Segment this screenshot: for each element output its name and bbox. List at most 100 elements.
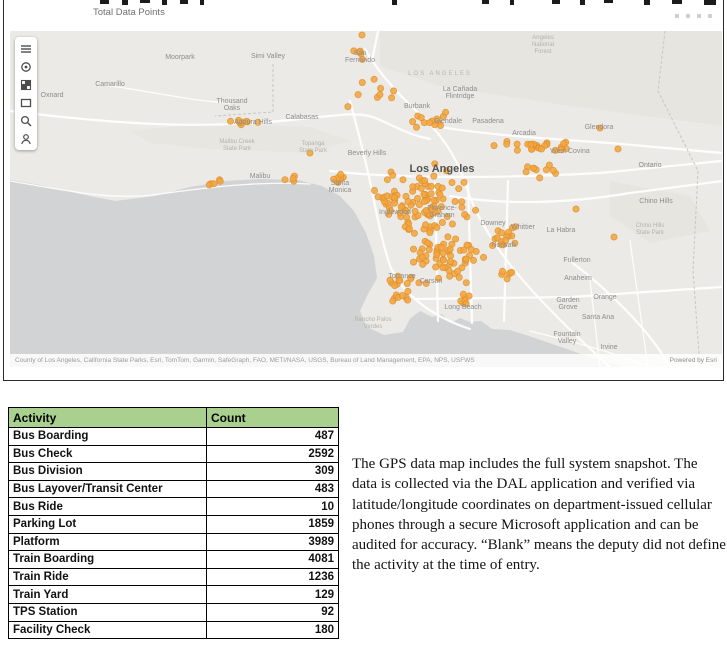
count-cell: 92	[206, 602, 339, 622]
count-cell: 487	[206, 427, 339, 446]
map-place-label: Camarillo	[95, 81, 125, 88]
widget-header-icon[interactable]	[686, 14, 690, 18]
map-place-label: Beverly Hills	[348, 150, 387, 157]
map-basemap: Moorpark Simi Valley Camarillo Oxnard Thousa…	[10, 31, 722, 367]
count-cell: 10	[206, 497, 339, 516]
map-place-label: Chino Hills State Park	[636, 223, 665, 236]
widget-header-icon[interactable]	[697, 14, 701, 18]
map-place-label: Torrance	[388, 273, 415, 280]
map-place-label: Anaheim	[564, 275, 592, 282]
map-place-label: Malibu	[250, 173, 271, 180]
map-place-label: Burbank	[404, 103, 431, 110]
map-place-label: Angeles National Forest	[532, 35, 554, 55]
table-row: Bus Layover/Transit Center 483	[8, 479, 339, 499]
count-cell: 309	[206, 462, 339, 481]
map-place-label: Irvine	[600, 344, 617, 351]
map-place-label: Simi Valley	[251, 53, 286, 60]
attribution-text: County of Los Angeles, California State …	[15, 357, 475, 364]
map-place-label: La Cañada Flintridge	[443, 86, 477, 100]
activity-cell: Parking Lot	[8, 514, 207, 534]
map-place-label: Rancho Palos Verdes	[354, 317, 391, 330]
map-place-label: Whittier	[511, 224, 535, 231]
map-place-label: Moorpark	[165, 54, 195, 61]
map-place-label: Agoura Hills	[234, 119, 272, 126]
table-row: Bus Division 309	[8, 462, 339, 481]
count-cell: 2592	[206, 444, 339, 464]
map-place-label: Long Beach	[444, 304, 481, 311]
map-place-label: Fountain Valley	[553, 331, 580, 345]
map-place-label: Carson	[420, 278, 443, 285]
table-header-row: Activity Count	[8, 407, 339, 428]
roads	[10, 31, 722, 367]
activity-header: Activity	[8, 407, 207, 428]
map-place-label: Los Angeles	[410, 163, 475, 175]
ocean	[10, 179, 621, 367]
map-toolbar	[15, 37, 37, 150]
count-cell: 129	[206, 585, 339, 604]
map-place-label: Calabasas	[285, 114, 319, 121]
widget-title: Total Data Points	[93, 7, 165, 18]
map-place-label: Pasadena	[472, 118, 504, 125]
gps-data-map[interactable]: Moorpark Simi Valley Camarillo Oxnard Thousa…	[10, 31, 722, 367]
menu-icon[interactable]	[18, 41, 34, 56]
map-place-label: Orange	[593, 294, 616, 301]
map-place-label: Santa Ana	[582, 314, 614, 321]
activity-cell: Bus Division	[8, 462, 207, 481]
count-cell: 180	[206, 620, 339, 640]
count-cell: 3989	[206, 532, 339, 552]
activity-cell: Train Ride	[8, 567, 207, 587]
person-icon[interactable]	[18, 131, 34, 146]
count-header: Count	[206, 407, 339, 428]
map-place-label: Inglewood	[379, 209, 411, 216]
map-place-label: Norwalk	[491, 242, 517, 249]
gps-data-points	[205, 31, 622, 308]
county-boundary	[214, 31, 701, 367]
widget-header-icons	[675, 14, 712, 18]
table-row: TPS Station 92	[8, 602, 339, 622]
basemap-icon[interactable]	[18, 59, 34, 74]
layers-grid-icon[interactable]	[18, 77, 34, 92]
map-place-label: West Covina	[550, 148, 590, 155]
activity-cell: Bus Layover/Transit Center	[8, 479, 207, 499]
count-cell: 4081	[206, 550, 339, 569]
map-place-label: LOS ANGELES	[408, 71, 472, 77]
activity-cell: Train Yard	[8, 585, 207, 604]
activity-cell: Bus Boarding	[8, 427, 207, 446]
table-row: Train Yard 129	[8, 585, 339, 604]
table-row: Bus Check 2592	[8, 444, 339, 464]
table-row: Parking Lot 1859	[8, 514, 339, 534]
clipped-heading-fragments	[100, 0, 716, 5]
search-icon[interactable]	[18, 113, 34, 128]
map-place-label: Glendale	[434, 118, 462, 125]
map-place-label: Malibu Creek State Park	[219, 139, 255, 152]
activity-cell: Train Boarding	[8, 550, 207, 569]
map-labels: Moorpark Simi Valley Camarillo Oxnard Thousa…	[41, 35, 674, 351]
activity-cell: Bus Check	[8, 444, 207, 464]
table-row: Train Boarding 4081	[8, 550, 339, 569]
activity-cell: TPS Station	[8, 602, 207, 622]
map-attribution-bar: County of Los Angeles, California State …	[10, 354, 722, 367]
powered-by-esri-link[interactable]: Powered by Esri	[669, 357, 717, 364]
map-place-label: Oxnard	[41, 92, 64, 99]
map-place-label: San Fernando	[345, 50, 375, 64]
table-row: Bus Boarding 487	[8, 427, 339, 446]
widget-header-icon[interactable]	[675, 14, 679, 18]
table-row: Bus Ride 10	[8, 497, 339, 516]
map-widget-frame: Total Data Points	[3, 0, 724, 381]
count-cell: 1236	[206, 567, 339, 587]
map-place-label: Garden Grove	[556, 297, 579, 311]
extent-icon[interactable]	[18, 95, 34, 110]
map-place-label: Arcadia	[512, 130, 536, 137]
map-place-label: Ontario	[639, 162, 662, 169]
table-row: Train Ride 1236	[8, 567, 339, 587]
map-place-label: Fullerton	[563, 257, 590, 264]
widget-header-icon[interactable]	[708, 14, 712, 18]
activity-cell: Platform	[8, 532, 207, 552]
map-place-label: La Habra	[547, 227, 576, 234]
activity-count-table: Activity Count Bus Boarding 487 Bus Check 2…	[8, 407, 339, 640]
count-cell: 1859	[206, 514, 339, 534]
count-cell: 483	[206, 479, 339, 499]
activity-cell: Facility Check	[8, 620, 207, 640]
map-place-label: Downey	[480, 220, 506, 227]
activity-cell: Bus Ride	[8, 497, 207, 516]
